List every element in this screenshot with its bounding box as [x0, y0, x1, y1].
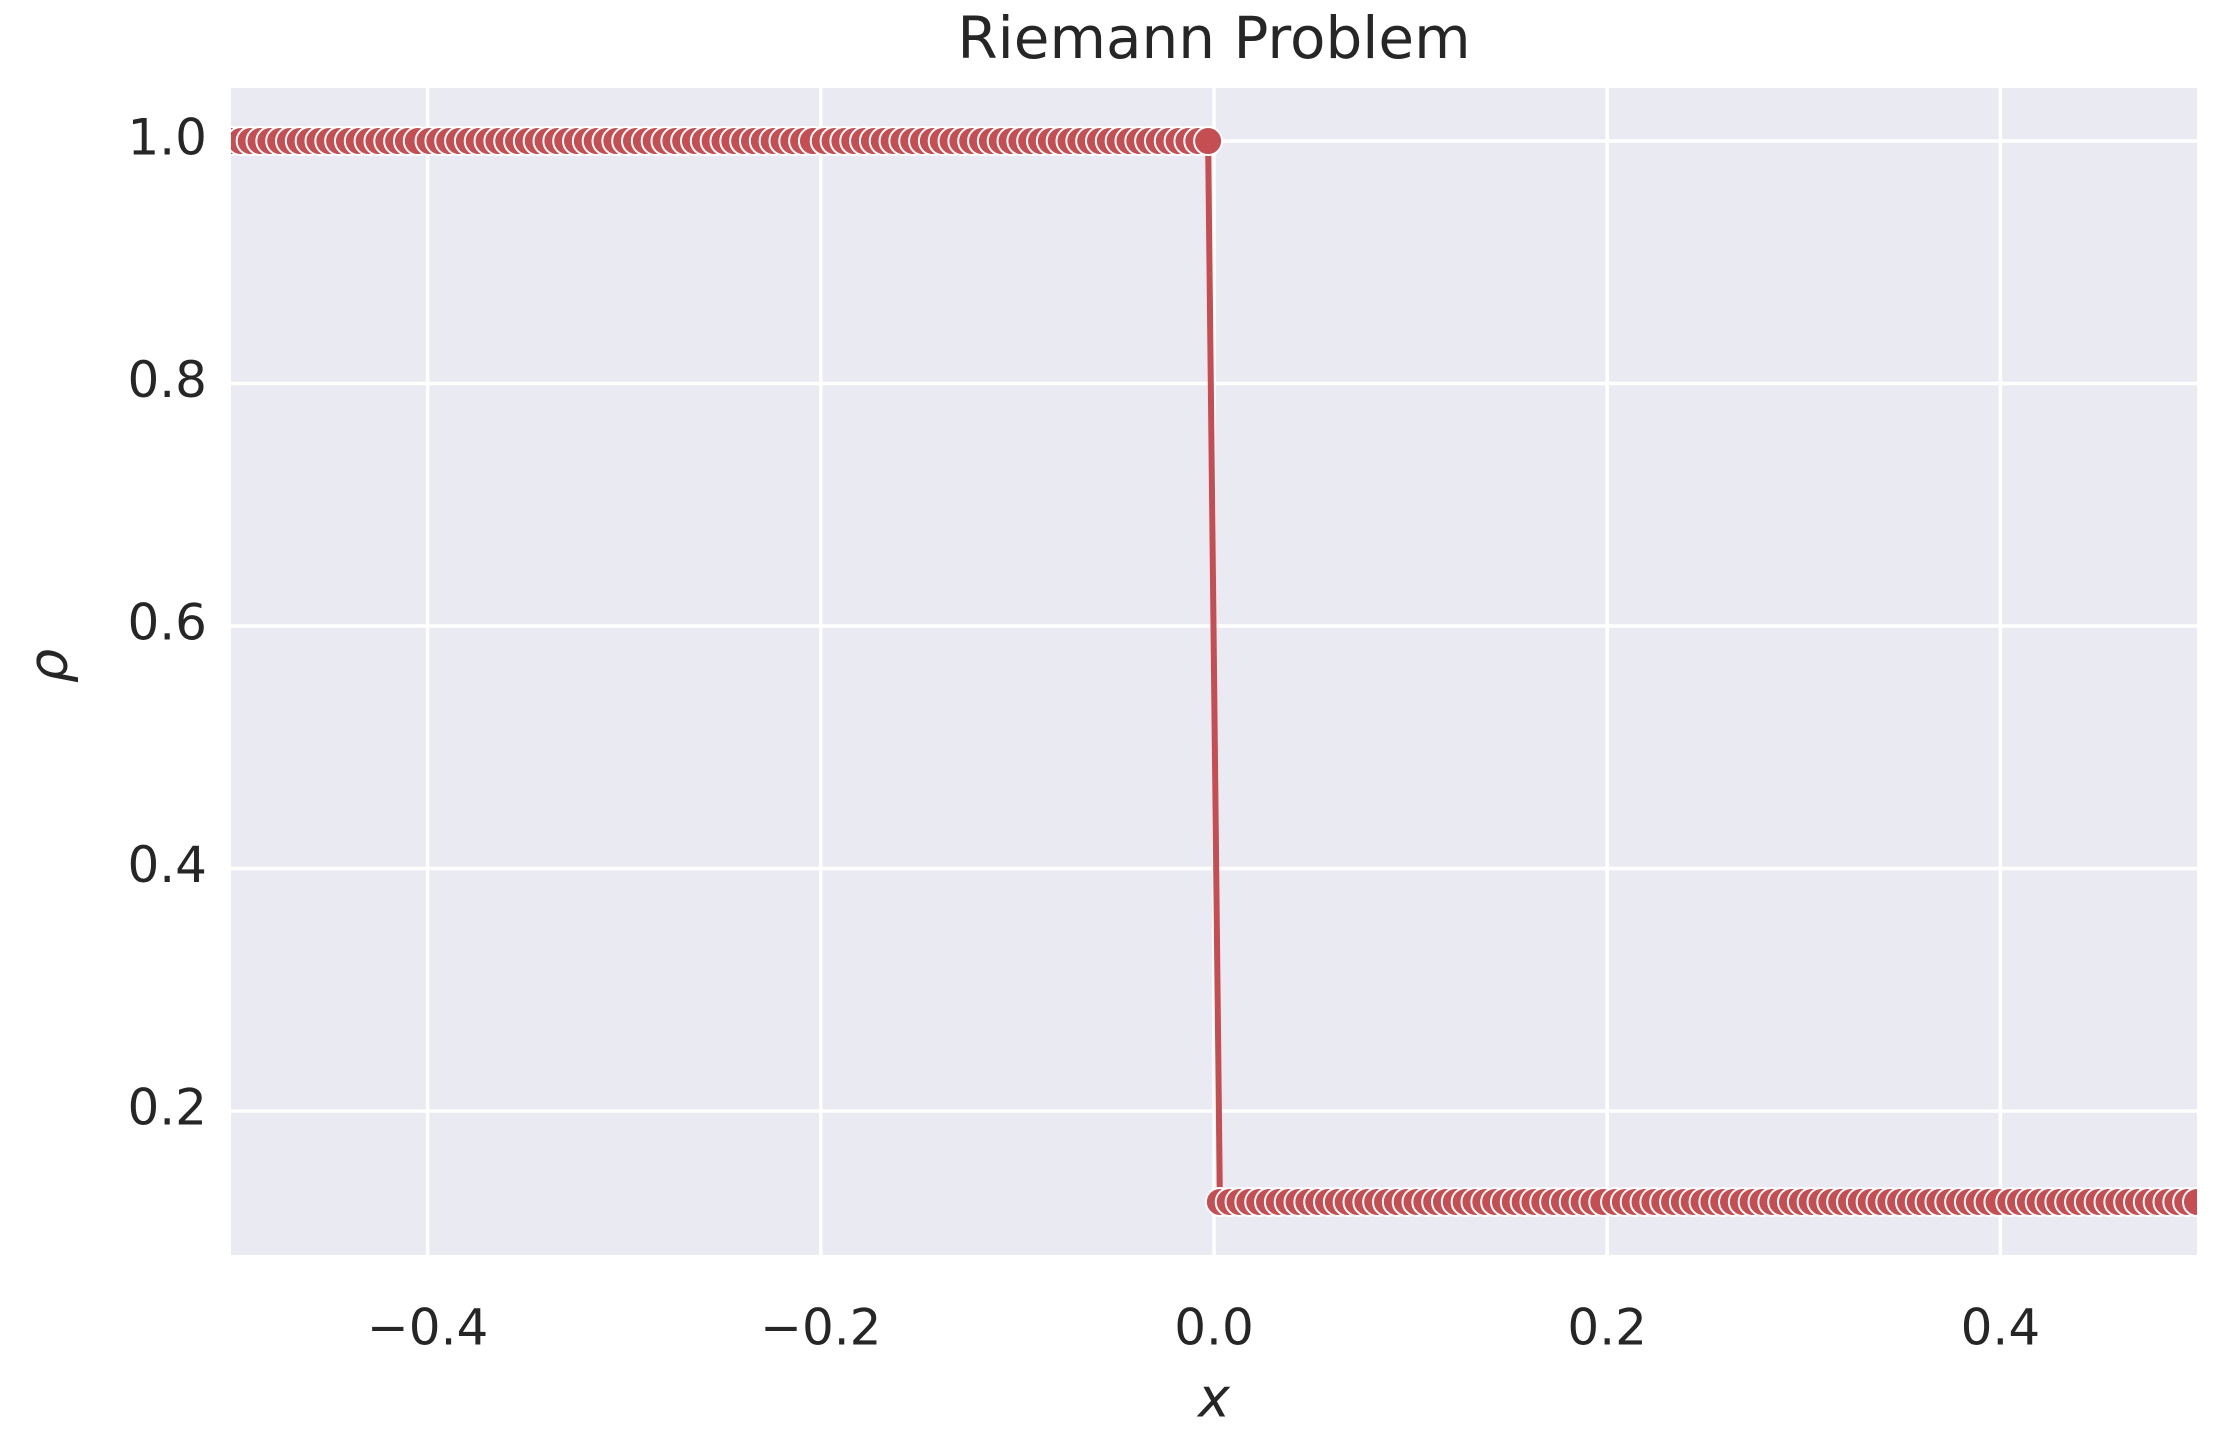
- y-axis-label: ρ: [17, 649, 80, 683]
- x-tick-label: 0.2: [1567, 1299, 1647, 1357]
- x-axis-label: x: [1196, 1367, 1231, 1430]
- y-tick-label: 0.8: [127, 351, 207, 409]
- marker: [2182, 1186, 2197, 1217]
- x-tick-label: −0.4: [367, 1299, 488, 1357]
- y-tick-label: 0.4: [127, 836, 207, 894]
- marker: [1193, 126, 1224, 157]
- chart-title: Riemann Problem: [957, 4, 1470, 72]
- y-tick-label: 0.6: [127, 594, 207, 652]
- x-tick-label: 0.0: [1174, 1299, 1254, 1357]
- y-tick-label: 0.2: [127, 1079, 207, 1137]
- x-tick-label: 0.4: [1961, 1299, 2041, 1357]
- y-tick-label: 1.0: [127, 109, 207, 167]
- series: [231, 126, 2197, 1217]
- x-tick-label: −0.2: [760, 1299, 881, 1357]
